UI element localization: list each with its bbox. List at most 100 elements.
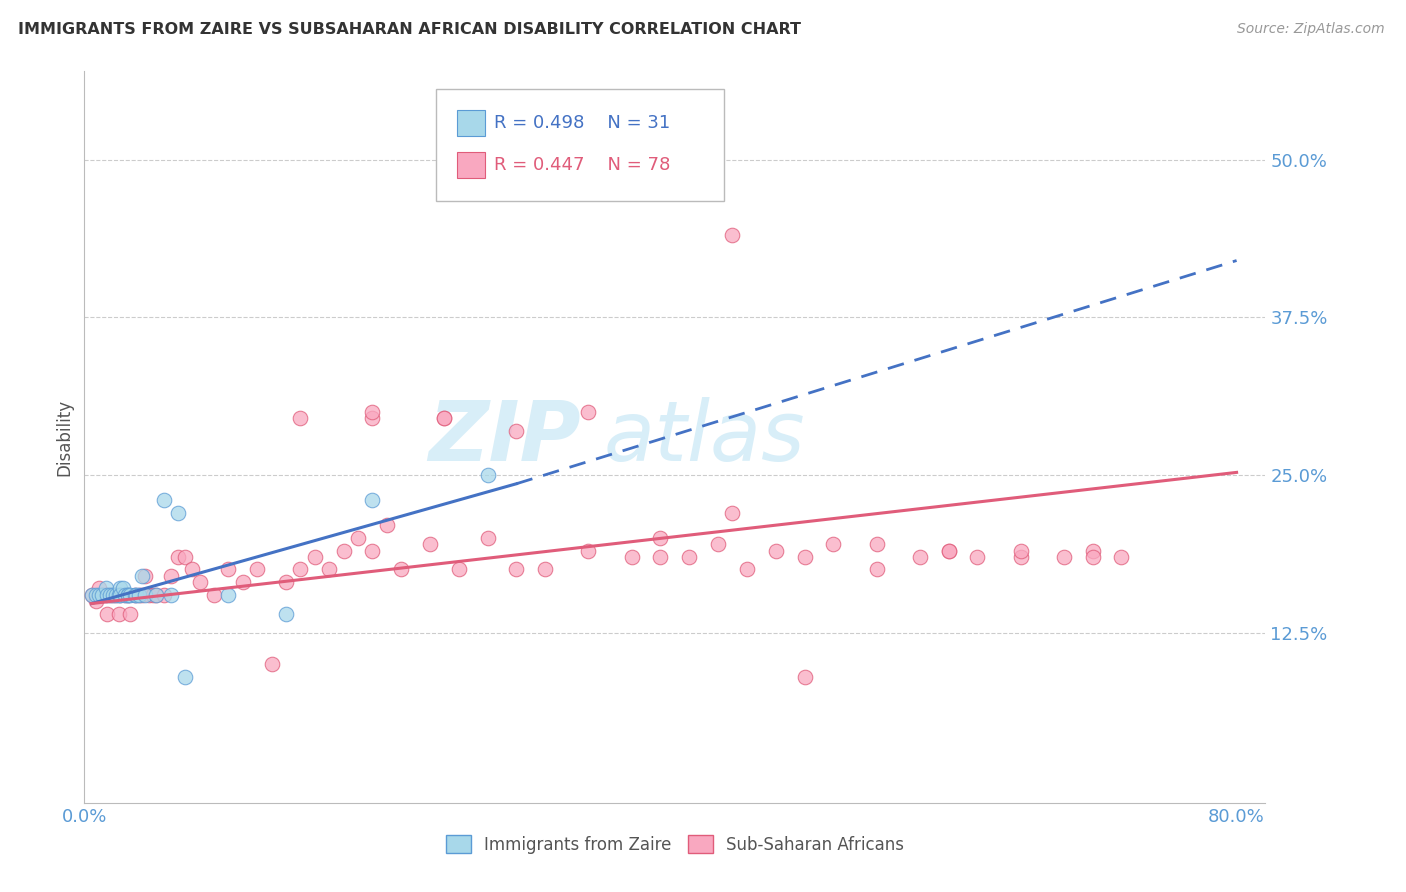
Point	[477, 467, 499, 482]
Point	[389, 562, 412, 576]
Point	[114, 588, 136, 602]
Point	[108, 588, 131, 602]
Point	[908, 549, 931, 564]
Point	[181, 562, 204, 576]
Point	[80, 588, 103, 602]
Point	[765, 543, 787, 558]
Point	[1111, 549, 1133, 564]
Point	[120, 588, 142, 602]
Point	[98, 588, 121, 602]
Point	[128, 588, 150, 602]
Text: R = 0.498    N = 31: R = 0.498 N = 31	[494, 114, 669, 132]
Point	[1053, 549, 1076, 564]
Point	[361, 493, 384, 508]
Point	[138, 588, 160, 602]
Point	[1010, 543, 1032, 558]
Point	[375, 518, 398, 533]
Point	[433, 411, 456, 425]
Point	[534, 562, 557, 576]
Point	[96, 607, 118, 621]
Point	[134, 588, 156, 602]
Legend: Immigrants from Zaire, Sub-Saharan Africans: Immigrants from Zaire, Sub-Saharan Afric…	[439, 829, 911, 860]
Point	[124, 588, 146, 602]
Point	[101, 588, 124, 602]
Point	[131, 588, 153, 602]
Point	[678, 549, 700, 564]
Point	[167, 506, 190, 520]
Point	[90, 588, 112, 602]
Point	[347, 531, 370, 545]
Point	[304, 549, 326, 564]
Point	[84, 588, 107, 602]
Y-axis label: Disability: Disability	[55, 399, 73, 475]
Point	[112, 582, 135, 596]
Point	[274, 575, 297, 590]
Point	[1010, 549, 1032, 564]
Point	[217, 562, 239, 576]
Point	[105, 588, 128, 602]
Point	[361, 543, 384, 558]
Point	[505, 424, 527, 438]
Point	[721, 506, 744, 520]
Point	[101, 588, 124, 602]
Point	[159, 569, 181, 583]
Point	[110, 588, 132, 602]
Point	[105, 588, 128, 602]
Point	[124, 588, 146, 602]
Text: Source: ZipAtlas.com: Source: ZipAtlas.com	[1237, 22, 1385, 37]
Point	[202, 588, 225, 602]
Point	[114, 588, 136, 602]
Point	[650, 531, 672, 545]
Point	[98, 588, 121, 602]
Point	[650, 549, 672, 564]
Point	[707, 537, 730, 551]
Point	[108, 607, 131, 621]
Point	[84, 594, 107, 608]
Point	[142, 588, 165, 602]
Point	[938, 543, 960, 558]
Point	[260, 657, 283, 671]
Text: IMMIGRANTS FROM ZAIRE VS SUBSAHARAN AFRICAN DISABILITY CORRELATION CHART: IMMIGRANTS FROM ZAIRE VS SUBSAHARAN AFRI…	[18, 22, 801, 37]
Point	[188, 575, 211, 590]
Point	[110, 582, 132, 596]
Point	[159, 588, 181, 602]
Point	[419, 537, 441, 551]
Point	[94, 582, 117, 596]
Point	[865, 562, 887, 576]
Point	[620, 549, 643, 564]
Point	[131, 569, 153, 583]
Point	[145, 588, 167, 602]
Point	[938, 543, 960, 558]
Point	[96, 588, 118, 602]
Point	[117, 588, 139, 602]
Text: atlas: atlas	[605, 397, 806, 477]
Point	[134, 569, 156, 583]
Point	[1081, 543, 1104, 558]
Point	[578, 543, 600, 558]
Point	[117, 588, 139, 602]
Point	[578, 405, 600, 419]
Point	[125, 588, 148, 602]
Point	[274, 607, 297, 621]
Point	[735, 562, 758, 576]
Point	[721, 228, 744, 243]
Point	[117, 588, 139, 602]
Point	[120, 607, 142, 621]
Point	[966, 549, 988, 564]
Point	[433, 411, 456, 425]
Text: ZIP: ZIP	[427, 397, 581, 477]
Point	[1081, 549, 1104, 564]
Point	[87, 588, 110, 602]
Point	[361, 411, 384, 425]
Point	[505, 562, 527, 576]
Point	[318, 562, 340, 576]
Point	[217, 588, 239, 602]
Point	[167, 549, 190, 564]
Point	[145, 588, 167, 602]
Point	[232, 575, 254, 590]
Point	[793, 670, 815, 684]
Point	[447, 562, 470, 576]
Point	[152, 493, 174, 508]
Point	[90, 588, 112, 602]
Point	[94, 588, 117, 602]
